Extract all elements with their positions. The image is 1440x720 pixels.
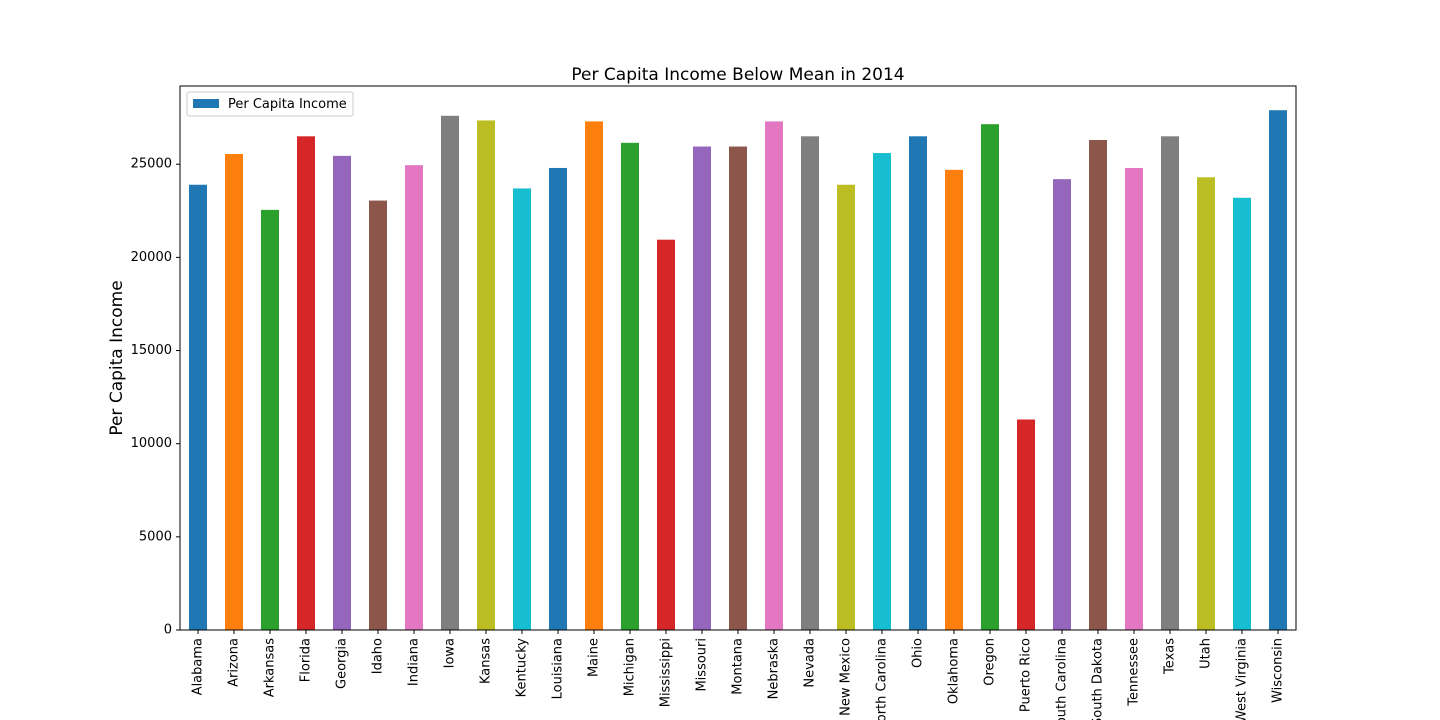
bar-montana: [729, 146, 747, 630]
x-tick-label: Georgia: [335, 638, 350, 689]
bar-maine: [585, 121, 603, 630]
bar-oklahoma: [945, 169, 963, 630]
chart-title: Per Capita Income Below Mean in 2014: [571, 65, 904, 85]
y-tick-label: 15000: [131, 343, 172, 358]
x-tick-label: New Mexico: [839, 638, 854, 716]
bar-georgia: [333, 155, 351, 630]
x-tick-label: Montana: [731, 638, 746, 695]
bar-missouri: [693, 146, 711, 630]
y-tick-label: 20000: [131, 250, 172, 265]
x-tick-label: Florida: [299, 638, 314, 682]
x-tick-label: Mississippi: [659, 638, 674, 707]
x-tick-label: Wisconsin: [1271, 638, 1286, 703]
x-tick-label: Arizona: [227, 638, 242, 687]
bar-ohio: [909, 136, 927, 630]
legend: Per Capita Income: [186, 91, 354, 117]
x-tick-label: Missouri: [695, 638, 710, 692]
bar-kansas: [477, 120, 495, 630]
x-tick-label: Puerto Rico: [1019, 638, 1034, 712]
x-tick-label: North Carolina: [875, 638, 890, 720]
bar-indiana: [405, 165, 423, 630]
x-tick-label: Oregon: [983, 638, 998, 686]
x-tick-label: Nebraska: [767, 638, 782, 699]
bar-iowa: [441, 115, 459, 630]
bar-michigan: [621, 142, 639, 631]
legend-box: [186, 91, 354, 117]
y-tick-label: 0: [164, 623, 172, 638]
bar-puerto-rico: [1017, 419, 1035, 630]
bar-south-dakota: [1089, 140, 1107, 630]
bar-north-carolina: [873, 153, 891, 631]
x-tick-label: Alabama: [191, 638, 206, 695]
x-tick-label: Nevada: [803, 638, 818, 688]
x-tick-label: Utah: [1199, 638, 1214, 669]
x-tick-label: Michigan: [623, 638, 638, 696]
y-axis-label: Per Capita Income: [107, 280, 127, 435]
bar-texas: [1161, 136, 1179, 630]
y-tick-label: 25000: [131, 157, 172, 172]
bar-south-carolina: [1053, 179, 1071, 630]
legend-swatch: [193, 99, 219, 108]
bar-kentucky: [513, 188, 531, 630]
x-tick-label: Indiana: [407, 638, 422, 686]
x-tick-label: Iowa: [443, 638, 458, 668]
bar-oregon: [981, 124, 999, 631]
y-axis-ticks: 0 5000 10000 15000 20000 25000: [131, 157, 180, 638]
bars-group: [189, 110, 1287, 631]
bar-west-virginia: [1233, 197, 1251, 630]
bar-nevada: [801, 136, 819, 630]
bar-louisiana: [549, 167, 567, 630]
bar-alabama: [189, 184, 207, 630]
x-tick-label: West Virginia: [1235, 638, 1250, 720]
x-tick-label: Arkansas: [263, 638, 278, 697]
legend-label: Per Capita Income: [228, 97, 347, 112]
x-tick-label: Maine: [587, 638, 602, 677]
y-tick-label: 10000: [131, 436, 172, 451]
bar-idaho: [369, 200, 387, 630]
bar-wisconsin: [1269, 110, 1287, 630]
bar-utah: [1197, 177, 1215, 631]
bar-florida: [297, 136, 315, 630]
bar-arkansas: [261, 209, 279, 630]
x-tick-label: Ohio: [911, 638, 926, 668]
x-tick-label: South Dakota: [1091, 638, 1106, 720]
x-tick-label: Kansas: [479, 638, 494, 684]
bar-arizona: [225, 154, 243, 630]
bar-nebraska: [765, 121, 783, 630]
x-tick-label: Tennessee: [1127, 638, 1142, 707]
x-tick-label: Louisiana: [551, 638, 566, 699]
x-tick-label: Oklahoma: [947, 638, 962, 704]
x-tick-label: South Carolina: [1055, 638, 1070, 720]
bar-mississippi: [657, 239, 675, 631]
y-tick-label: 5000: [139, 529, 172, 544]
bar-tennessee: [1125, 167, 1143, 630]
x-tick-label: Texas: [1163, 638, 1178, 675]
x-axis-ticks: Alabama Arizona Arkansas Florida Georgia Idah…: [191, 630, 1286, 720]
x-tick-label: Idaho: [371, 638, 386, 674]
plot-frame: [179, 85, 1297, 631]
bar-new-mexico: [837, 184, 855, 630]
x-tick-label: Kentucky: [515, 638, 530, 698]
